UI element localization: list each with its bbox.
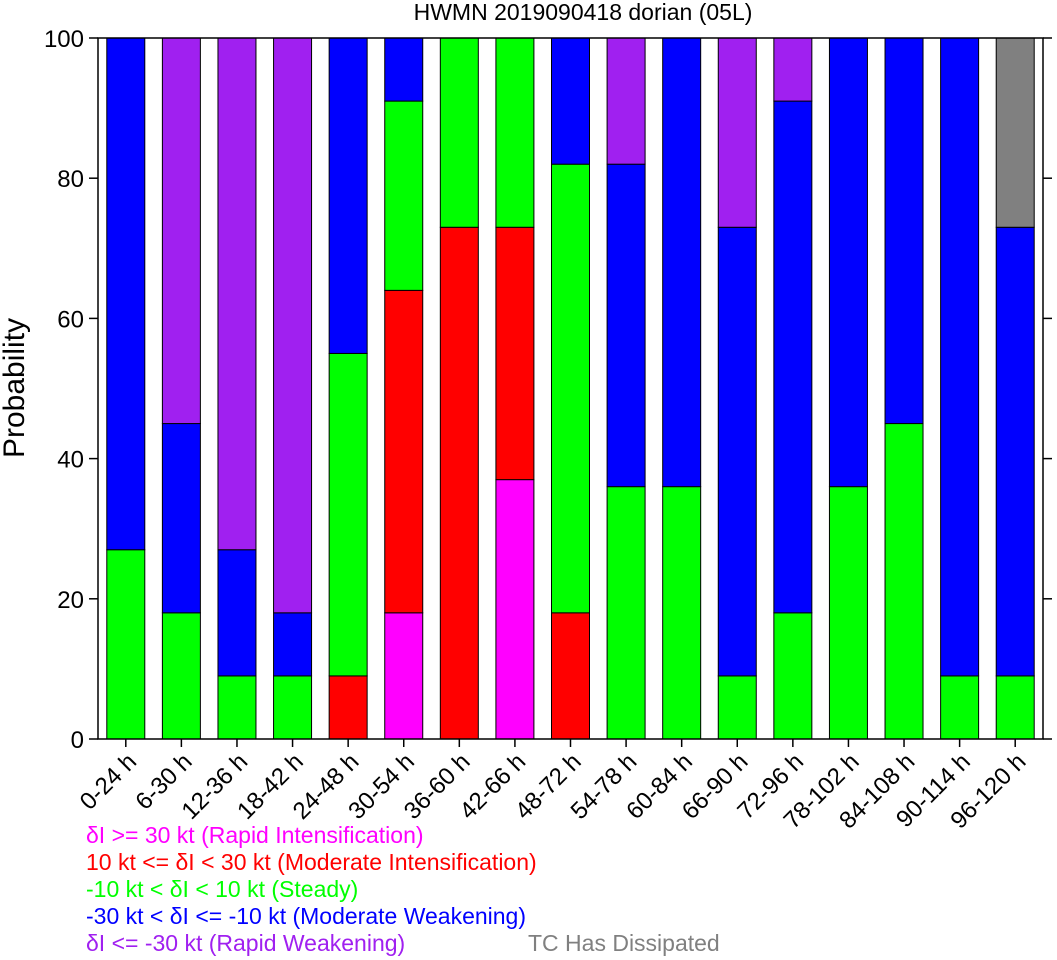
y-ticks-group: 0 20 40 60 80 100 [44,26,1052,754]
bar-mw-60-84h [662,37,702,488]
bar-steady-48-72h [551,163,590,614]
bar-mw-54-78h [606,163,646,488]
bar-steady-12-36h [217,675,257,740]
y-tick-label: 60 [57,306,84,333]
bar-mw-84-108h [884,37,924,425]
legend-dissipated: TC Has Dissipated [528,930,720,956]
y-axis-label: Probability [0,318,31,458]
bar-mw-24-48h [328,37,368,354]
bar-mw-48-72h [551,37,590,165]
y-tick-label: 100 [44,26,84,53]
bar-mw-18-42h [273,612,313,677]
bar-steady-30-54h [384,100,424,291]
bar-mw-90-114h [940,37,980,677]
bar-mi-24-48h [328,675,368,740]
legend-rapid-weakening: δI <= -30 kt (Rapid Weakening) [86,930,406,956]
bar-steady-6-30h [161,612,201,740]
legend: δI >= 30 kt (Rapid Intensification) 10 k… [86,822,1046,957]
y-tick-label: 40 [57,447,84,474]
y-tick-label: 80 [57,166,84,193]
bar-steady-84-108h [884,423,924,740]
bar-steady-18-42h [273,675,313,740]
bar-steady-66-90h [717,675,757,740]
legend-moderate-intensification: 10 kt <= δI < 30 kt (Moderate Intensific… [86,849,537,875]
bar-steady-24-48h [328,352,368,677]
bar-steady-42-66h [495,37,535,228]
bar-mi-30-54h [384,289,424,614]
bar-ri-42-66h [495,479,535,740]
bars-group [106,37,1035,740]
bar-mw-0-24h [106,37,146,551]
bar-steady-60-84h [662,486,702,740]
y-tick-label: 0 [71,727,84,754]
bar-mi-36-60h [439,226,479,740]
bar-mw-96-120h [995,226,1035,677]
bar-steady-96-120h [995,675,1035,740]
bar-mw-30-54h [384,37,424,102]
bar-mw-6-30h [161,423,201,614]
chart-title: HWMN 2019090418 dorian (05L) [414,0,753,25]
bar-mw-66-90h [717,226,757,677]
bar-rw-54-78h [606,37,646,165]
x-ticks-group: 0-24 h6-30 h12-36 h18-42 h24-48 h30-54 h… [75,739,1031,834]
bar-rw-72-96h [773,37,813,102]
bar-rw-18-42h [273,37,313,614]
bar-mi-42-66h [495,226,535,481]
bar-steady-36-60h [439,37,479,228]
bar-rw-12-36h [217,37,257,551]
bar-steady-90-114h [940,675,980,740]
x-tick-label: 0-24 h [75,748,142,815]
bar-mw-12-36h [217,549,257,677]
bar-ri-30-54h [384,612,424,740]
bar-dissipated-96-120h [995,37,1035,228]
legend-steady: -10 kt < δI < 10 kt (Steady) [86,876,359,902]
bar-rw-66-90h [717,37,757,228]
bar-mw-78-102h [828,37,868,488]
bar-mw-72-96h [773,100,813,614]
bar-steady-0-24h [106,549,146,740]
bar-rw-6-30h [161,37,201,425]
legend-moderate-weakening: -30 kt < δI <= -10 kt (Moderate Weakenin… [86,903,527,929]
bar-steady-72-96h [773,612,813,740]
legend-rapid-intensification: δI >= 30 kt (Rapid Intensification) [86,822,424,848]
bar-mi-48-72h [551,612,590,740]
y-tick-label: 20 [57,587,84,614]
bar-steady-54-78h [606,486,646,740]
bar-steady-78-102h [828,486,868,740]
